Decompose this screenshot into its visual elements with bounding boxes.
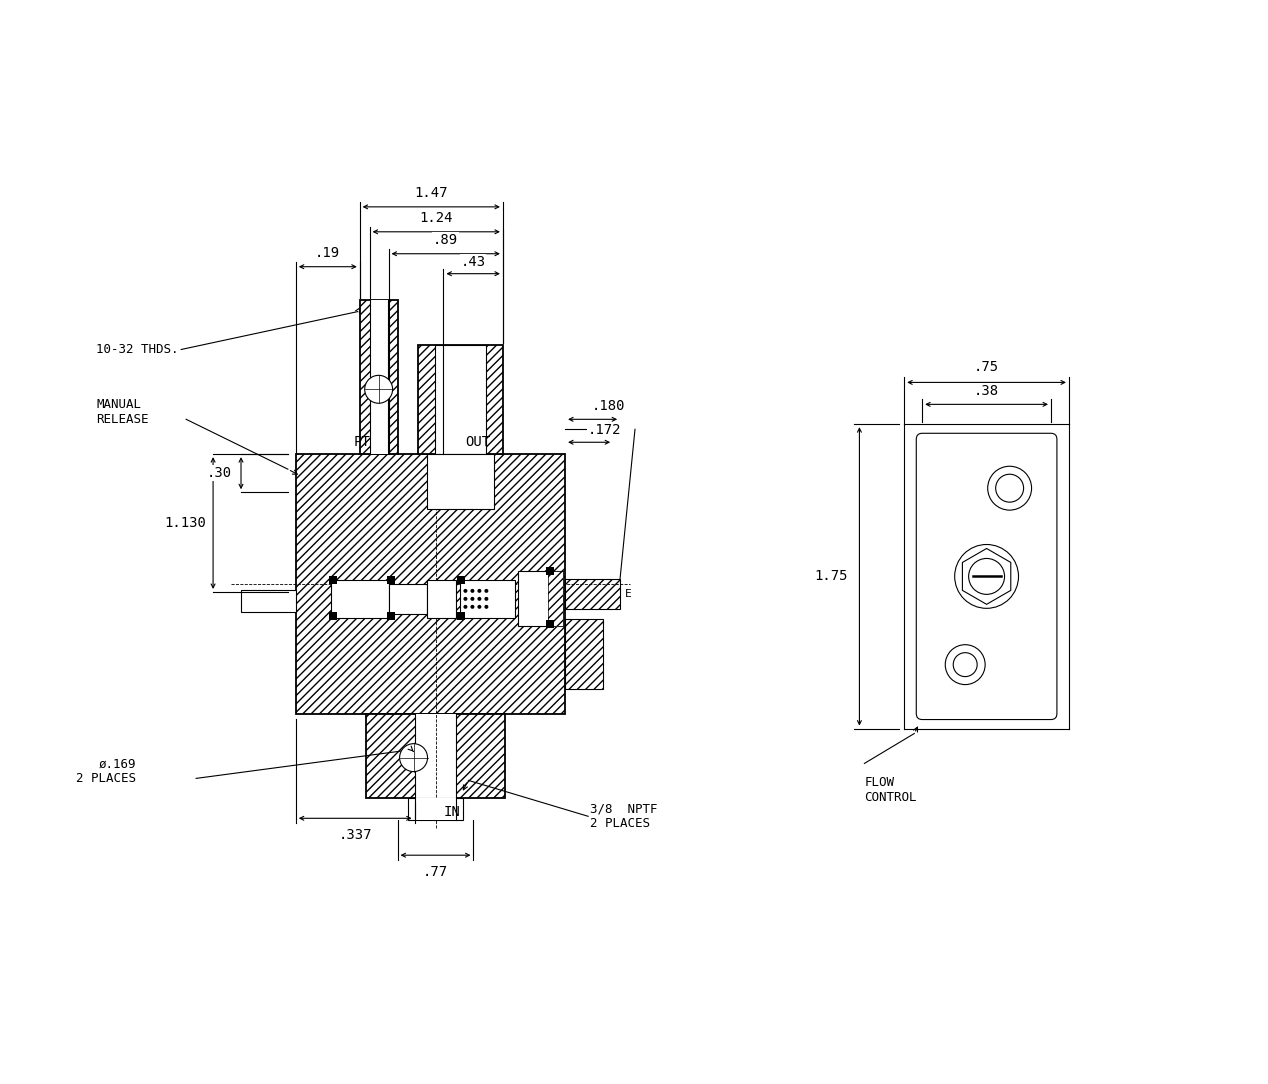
Circle shape <box>955 544 1018 608</box>
Bar <box>408 798 463 821</box>
Text: FLOW
CONTROL: FLOW CONTROL <box>865 776 917 804</box>
Text: .30: .30 <box>207 466 232 480</box>
Circle shape <box>399 744 427 772</box>
Text: .75: .75 <box>974 361 999 374</box>
Circle shape <box>470 597 474 601</box>
Bar <box>460 580 515 618</box>
Bar <box>387 576 394 584</box>
Text: E: E <box>625 589 631 598</box>
Text: .43: .43 <box>460 255 486 269</box>
Bar <box>241 590 295 611</box>
Circle shape <box>478 589 482 593</box>
Circle shape <box>470 589 474 593</box>
Text: PT: PT <box>354 436 370 449</box>
Circle shape <box>463 605 468 609</box>
Text: .77: .77 <box>424 865 448 879</box>
Bar <box>295 454 566 713</box>
Bar <box>418 345 503 454</box>
Text: 1.130: 1.130 <box>165 516 207 530</box>
Bar <box>519 571 563 627</box>
Bar <box>365 713 506 798</box>
Circle shape <box>484 597 488 601</box>
Circle shape <box>484 605 488 609</box>
Bar <box>566 619 604 688</box>
Text: .180: .180 <box>591 399 625 413</box>
Bar <box>566 619 604 688</box>
Circle shape <box>463 589 468 593</box>
Bar <box>328 611 337 620</box>
FancyBboxPatch shape <box>917 434 1058 720</box>
Bar <box>547 620 554 629</box>
Bar <box>426 454 495 509</box>
Text: 1.47: 1.47 <box>415 185 448 199</box>
Text: 1.75: 1.75 <box>815 569 848 583</box>
Bar <box>295 454 566 713</box>
Circle shape <box>995 474 1023 502</box>
Text: 3/8  NPTF
2 PLACES: 3/8 NPTF 2 PLACES <box>590 802 658 830</box>
Text: OUT: OUT <box>465 436 491 449</box>
Circle shape <box>954 653 978 676</box>
Bar <box>458 576 465 584</box>
Bar <box>388 584 426 614</box>
Circle shape <box>988 466 1032 511</box>
Text: .38: .38 <box>974 385 999 399</box>
Circle shape <box>470 605 474 609</box>
Bar <box>365 713 506 798</box>
Bar <box>387 611 394 620</box>
Circle shape <box>478 605 482 609</box>
Bar <box>548 571 563 627</box>
Circle shape <box>969 558 1004 594</box>
Circle shape <box>945 645 985 685</box>
Text: MANUAL
RELEASE: MANUAL RELEASE <box>96 398 148 426</box>
Text: IN: IN <box>444 805 460 820</box>
Text: .19: .19 <box>316 246 340 260</box>
Bar <box>566 579 620 609</box>
Bar <box>360 299 398 454</box>
Text: 1.24: 1.24 <box>420 210 453 224</box>
Text: ø.169
2 PLACES: ø.169 2 PLACES <box>76 758 136 786</box>
Bar <box>547 567 554 576</box>
Bar <box>415 713 456 798</box>
Bar <box>360 299 398 454</box>
Bar <box>328 576 337 584</box>
Circle shape <box>463 597 468 601</box>
Text: .89: .89 <box>434 233 458 247</box>
Text: .172: .172 <box>587 423 621 437</box>
Text: .337: .337 <box>339 828 372 842</box>
Polygon shape <box>962 549 1011 605</box>
Bar <box>415 798 456 821</box>
Bar <box>548 571 563 627</box>
Bar <box>331 580 388 618</box>
Bar <box>418 345 503 454</box>
Bar <box>370 299 388 454</box>
Circle shape <box>365 375 393 403</box>
Circle shape <box>484 589 488 593</box>
Bar <box>566 579 620 609</box>
Bar <box>458 611 465 620</box>
Circle shape <box>478 597 482 601</box>
Bar <box>426 580 456 618</box>
Bar <box>435 345 487 454</box>
Text: 10-32 THDS.: 10-32 THDS. <box>96 343 179 356</box>
